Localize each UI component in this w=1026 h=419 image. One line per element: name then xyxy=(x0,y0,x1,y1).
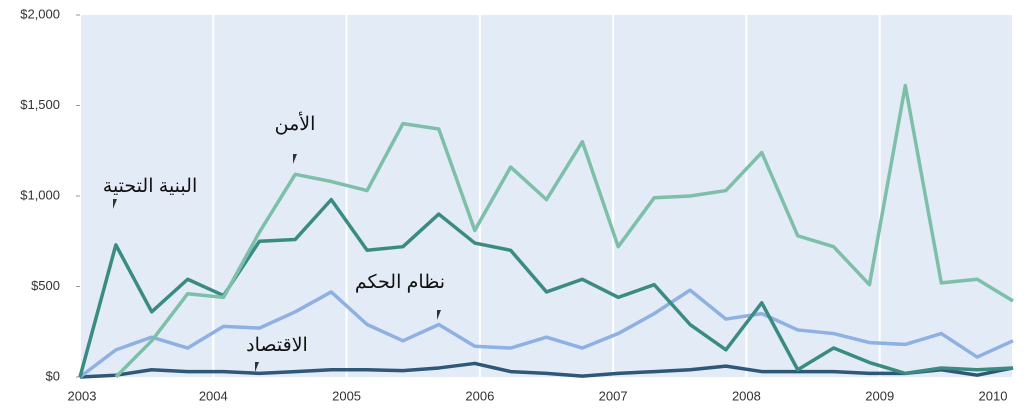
y-tick-label: $2,000 xyxy=(20,6,60,21)
series-line xyxy=(78,288,1014,379)
x-tick-label: 2004 xyxy=(199,388,228,403)
annotation-pointer xyxy=(113,199,117,209)
annotation-pointer xyxy=(255,362,259,372)
x-tick-label: 2006 xyxy=(465,388,494,403)
series-label: الاقتصاد xyxy=(246,335,308,356)
plot-area xyxy=(80,15,1013,377)
x-tick-label: 2003 xyxy=(68,388,97,403)
x-tick-label: 2009 xyxy=(865,388,894,403)
y-tick-label: $1,500 xyxy=(20,97,60,112)
series-label: البنية التحتية xyxy=(103,176,197,197)
annotation-pointer xyxy=(437,310,441,320)
y-tick-label: $1,000 xyxy=(20,187,60,202)
series-label: نظام الحكم xyxy=(355,272,445,293)
x-tick-label: 2005 xyxy=(332,388,361,403)
x-tick-label: 2010 xyxy=(979,388,1008,403)
series-line xyxy=(114,83,1014,379)
series-label: الأمن xyxy=(275,111,316,135)
series-line xyxy=(79,361,1014,379)
x-tick-label: 2008 xyxy=(732,388,761,403)
y-tick-label: $500 xyxy=(31,278,60,293)
x-tick-label: 2007 xyxy=(599,388,628,403)
y-tick-label: $0 xyxy=(46,368,60,383)
annotation-pointer xyxy=(293,154,297,164)
